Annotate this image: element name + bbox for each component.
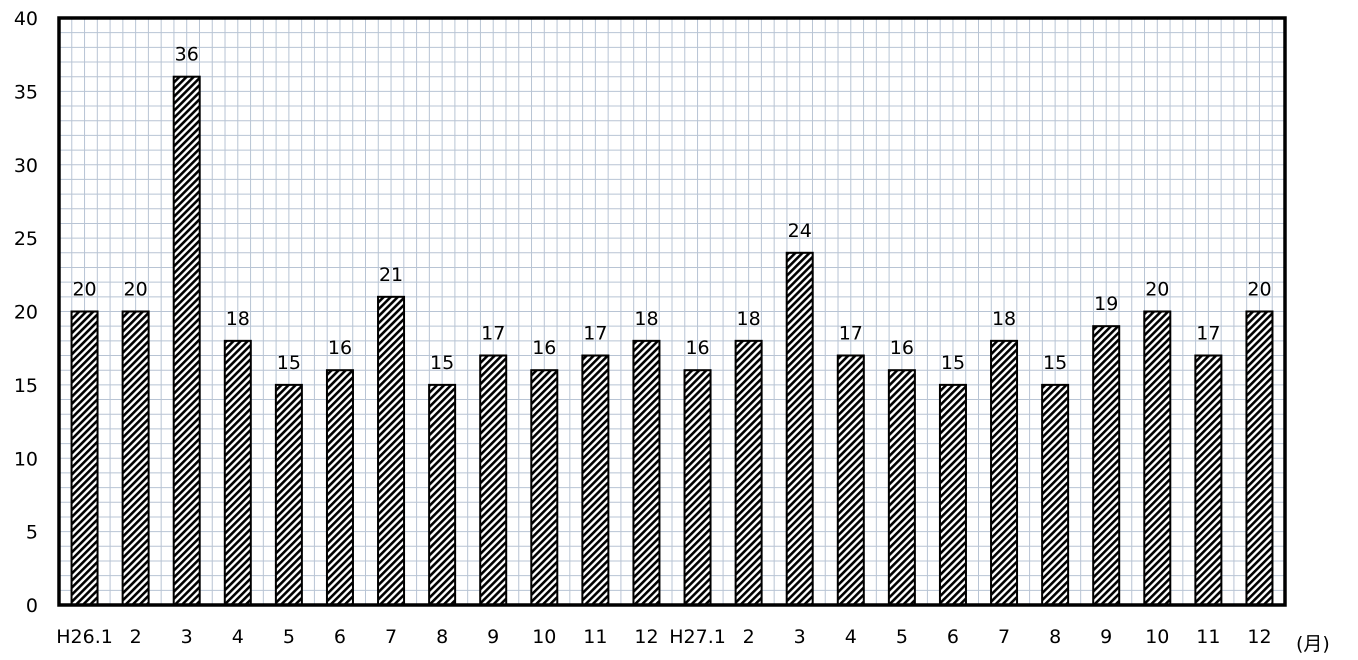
x-tick-label: 9 xyxy=(487,626,499,648)
bar xyxy=(479,354,508,606)
bar xyxy=(274,383,303,606)
data-label: 21 xyxy=(379,264,403,286)
bars xyxy=(70,75,1274,607)
y-tick-label: 30 xyxy=(14,155,38,177)
y-axis-ticks: 0 5 10 15 20 25 30 35 40 xyxy=(14,8,38,617)
bar xyxy=(887,369,916,607)
data-label: 19 xyxy=(1094,293,1118,315)
x-tick-label: H27.1 xyxy=(669,626,726,648)
x-tick-label: 2 xyxy=(130,626,142,648)
x-tick-label: 11 xyxy=(583,626,607,648)
x-tick-label: 12 xyxy=(634,626,658,648)
data-label: 18 xyxy=(992,308,1016,330)
plot-frame xyxy=(57,16,1287,607)
x-tick-label: 3 xyxy=(794,626,806,648)
data-label: 20 xyxy=(72,279,96,301)
bar xyxy=(785,251,814,607)
y-tick-label: 0 xyxy=(26,595,38,617)
x-tick-label: 12 xyxy=(1247,626,1271,648)
x-tick-label: 3 xyxy=(181,626,193,648)
data-label: 20 xyxy=(1145,279,1169,301)
y-tick-label: 35 xyxy=(14,81,38,103)
data-label: 17 xyxy=(1196,323,1220,345)
data-label: 15 xyxy=(941,352,965,374)
x-tick-label: 2 xyxy=(743,626,755,648)
x-axis-unit-label: (月) xyxy=(1296,633,1330,655)
bar xyxy=(1143,310,1172,606)
bar xyxy=(1041,383,1070,606)
x-tick-label: 5 xyxy=(896,626,908,648)
data-label: 18 xyxy=(226,308,250,330)
y-tick-label: 20 xyxy=(14,302,38,324)
bar xyxy=(223,339,252,606)
data-label: 17 xyxy=(481,323,505,345)
y-tick-label: 5 xyxy=(26,522,38,544)
data-label: 24 xyxy=(788,220,812,242)
plot-border xyxy=(57,16,1287,607)
x-tick-label: 8 xyxy=(436,626,448,648)
data-label: 17 xyxy=(839,323,863,345)
x-tick-label: 11 xyxy=(1196,626,1220,648)
bar xyxy=(938,383,967,606)
bar xyxy=(530,369,559,607)
x-tick-label: 7 xyxy=(998,626,1010,648)
y-tick-label: 15 xyxy=(14,375,38,397)
y-tick-label: 10 xyxy=(14,448,38,470)
y-tick-label: 25 xyxy=(14,228,38,250)
data-label: 16 xyxy=(890,337,914,359)
x-tick-label: 10 xyxy=(1145,626,1169,648)
data-label: 36 xyxy=(175,44,199,66)
data-label: 20 xyxy=(1247,279,1271,301)
data-label: 15 xyxy=(277,352,301,374)
bar xyxy=(1245,310,1274,606)
data-label: 15 xyxy=(1043,352,1067,374)
data-label: 18 xyxy=(737,308,761,330)
bar xyxy=(1194,354,1223,606)
bar xyxy=(377,295,406,606)
bar xyxy=(172,75,201,606)
x-tick-label: 9 xyxy=(1100,626,1112,648)
bar xyxy=(325,369,354,607)
data-label: 17 xyxy=(583,323,607,345)
data-label: 18 xyxy=(634,308,658,330)
x-tick-label: 7 xyxy=(385,626,397,648)
bar xyxy=(683,369,712,607)
bar xyxy=(990,339,1019,606)
bar xyxy=(428,383,457,606)
bar xyxy=(581,354,610,606)
x-axis-ticks: H26.1 2 3 4 5 6 7 8 9 10 11 12 H27.1 2 3 4 5 6 7 8 9 10 11 12 xyxy=(56,626,1271,648)
data-label: 20 xyxy=(124,279,148,301)
bar xyxy=(734,339,763,606)
bar xyxy=(70,310,99,606)
bar xyxy=(632,339,661,606)
y-tick-label: 40 xyxy=(14,8,38,30)
x-tick-label: 6 xyxy=(947,626,959,648)
x-tick-label: 4 xyxy=(232,626,244,648)
data-label: 16 xyxy=(532,337,556,359)
data-labels: 20 20 36 18 15 16 21 15 17 16 17 18 16 18 24 17 16 15 18 15… xyxy=(72,44,1271,374)
data-label: 16 xyxy=(685,337,709,359)
bar xyxy=(1092,325,1121,606)
bar xyxy=(121,310,150,606)
x-tick-label: H26.1 xyxy=(56,626,113,648)
x-tick-label: 5 xyxy=(283,626,295,648)
x-tick-label: 8 xyxy=(1049,626,1061,648)
x-tick-label: 10 xyxy=(532,626,556,648)
bar xyxy=(836,354,865,606)
x-tick-label: 6 xyxy=(334,626,346,648)
data-label: 15 xyxy=(430,352,454,374)
data-label: 16 xyxy=(328,337,352,359)
x-tick-label: 4 xyxy=(845,626,857,648)
